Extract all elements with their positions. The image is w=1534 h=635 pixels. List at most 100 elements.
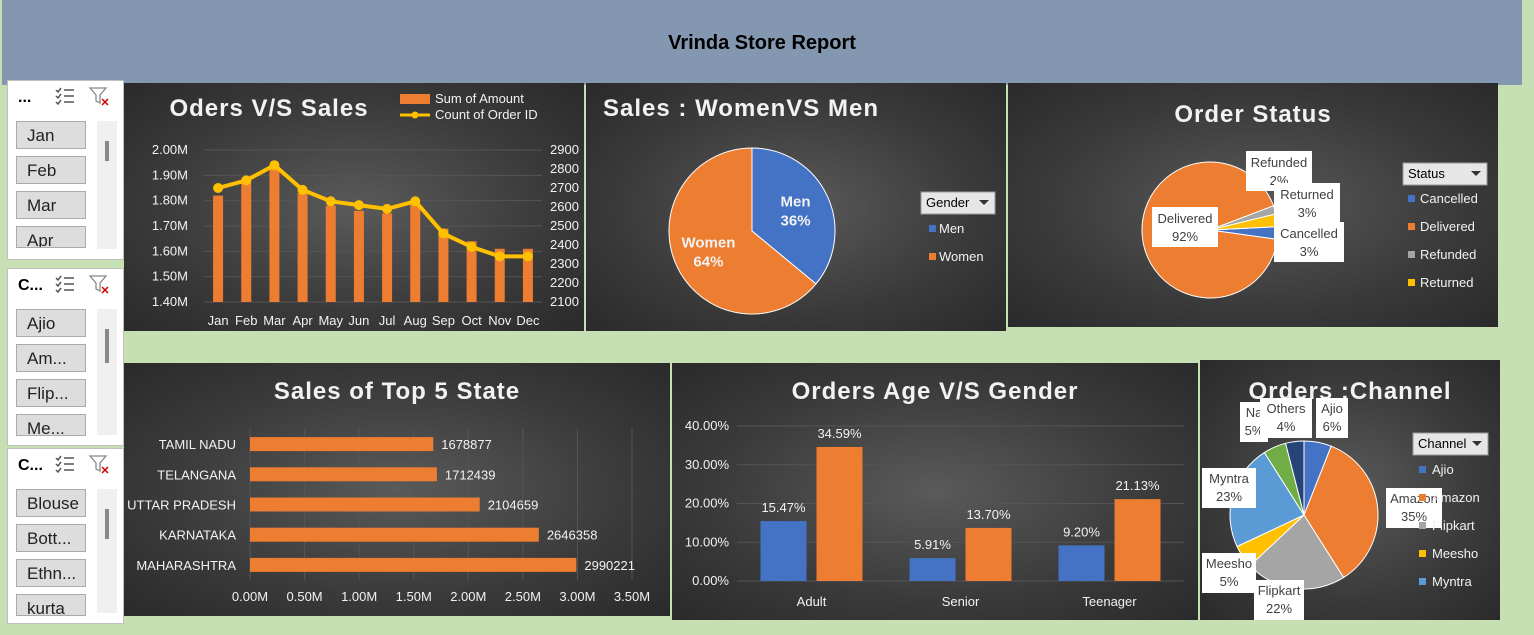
chart-top-states: Sales of Top 5 State 0.00M 0.50M 1.00M 1.50…: [124, 363, 670, 616]
y-tick-label: 1.60M: [152, 243, 188, 258]
x-tick-label: Teenager: [1082, 594, 1137, 609]
clear-filter-icon[interactable]: [88, 85, 110, 107]
y2-tick-label: 2300: [550, 256, 579, 271]
point-order-count: [438, 228, 449, 239]
slice-name-label: Men: [781, 194, 811, 211]
y-tick-label: 10.00%: [685, 534, 730, 549]
bar-age-gender: [816, 446, 863, 581]
point-order-count: [522, 251, 533, 262]
data-label-box: [1386, 488, 1442, 528]
point-order-count: [269, 160, 280, 171]
x-tick-label: May: [318, 313, 343, 328]
x-tick-label: 1.00M: [341, 589, 377, 604]
slicer-scrollbar[interactable]: [97, 309, 117, 435]
bar-amount: [438, 228, 449, 302]
slicer-item-jan[interactable]: Jan: [16, 121, 86, 149]
slicer-item-ethnic[interactable]: Ethn...: [16, 559, 86, 587]
bar-state: [250, 467, 437, 482]
chart-title: Sales of Top 5 State: [273, 378, 521, 405]
slicer-title: C...: [18, 277, 43, 294]
slicer-scroll-thumb[interactable]: [105, 329, 109, 363]
slicer-item-blouse[interactable]: Blouse: [16, 489, 86, 517]
bar-value-label: 9.20%: [1063, 524, 1100, 539]
legend-label-women: Women: [939, 249, 984, 264]
slice-percent-label: 36%: [781, 213, 811, 230]
bar-amount: [382, 213, 393, 302]
bar-amount: [297, 193, 308, 302]
x-tick-label: 3.50M: [614, 589, 650, 604]
slicer-item-meesho[interactable]: Me...: [16, 414, 86, 436]
slicer-item-flipkart[interactable]: Flip...: [16, 379, 86, 407]
slicer-item-ajio[interactable]: Ajio: [16, 309, 86, 337]
slicer-channel[interactable]: C... Ajio Am... Flip... Me...: [7, 268, 124, 446]
slicer-item-apr[interactable]: Apr: [16, 226, 86, 248]
data-label-percent: 92%: [1172, 229, 1198, 244]
point-order-count: [410, 196, 421, 207]
data-label-percent: 4%: [1277, 419, 1296, 434]
legend-filter-button[interactable]: [1412, 432, 1489, 456]
legend-swatch-returned: [1408, 279, 1415, 286]
data-label-percent: 5%: [1245, 423, 1264, 438]
slice-men: [751, 147, 836, 285]
report-title: Vrinda Store Report: [668, 32, 856, 54]
legend-label-refunded: Refunded: [1420, 247, 1476, 262]
bar-value-label: 21.13%: [1115, 478, 1160, 493]
slicer-item-feb[interactable]: Feb: [16, 156, 86, 184]
y-tick-label: 40.00%: [685, 418, 730, 433]
x-tick-label: Feb: [235, 313, 257, 328]
slicer-item-mar[interactable]: Mar: [16, 191, 86, 219]
x-tick-label: Oct: [461, 313, 482, 328]
bar-value-label: 15.47%: [761, 500, 806, 515]
report-banner: Vrinda Store Report: [2, 0, 1522, 85]
y2-tick-label: 2400: [550, 237, 579, 252]
slicer-scroll-thumb[interactable]: [105, 509, 109, 539]
slicer-item-kurta[interactable]: kurta: [16, 594, 86, 616]
y-tick-label: 1.90M: [152, 167, 188, 182]
slicer-header: ...: [8, 81, 123, 111]
legend-filter-button[interactable]: [1402, 162, 1488, 186]
multi-select-icon[interactable]: [54, 273, 76, 295]
x-tick-label: 0.50M: [287, 589, 323, 604]
slicer-scroll-thumb[interactable]: [105, 141, 109, 161]
point-order-count: [466, 241, 477, 252]
clear-filter-icon[interactable]: [88, 273, 110, 295]
legend-swatch-flipkart: [1419, 522, 1426, 529]
slicer-scrollbar[interactable]: [97, 121, 117, 249]
x-tick-label: Apr: [292, 313, 313, 328]
point-order-count: [213, 183, 224, 193]
y-tick-label: 30.00%: [685, 457, 730, 472]
y-tick-label: 20.00%: [685, 496, 730, 511]
multi-select-icon[interactable]: [54, 453, 76, 475]
chart-title: Orders Age V/S Gender: [791, 378, 1079, 405]
data-label-box: [1202, 553, 1256, 593]
slicer-month[interactable]: ... Jan Feb Mar Apr: [7, 80, 124, 260]
slicer-category[interactable]: C... Blouse Bott... Ethn... kurta: [7, 448, 124, 624]
slicer-item-bottom[interactable]: Bott...: [16, 524, 86, 552]
data-label-name: Meesho: [1206, 556, 1252, 571]
slicer-header: C...: [8, 269, 123, 299]
slicer-item-amazon[interactable]: Am...: [16, 344, 86, 372]
data-label-box: [1274, 183, 1340, 223]
point-order-count: [353, 200, 364, 211]
slice-others: [1284, 440, 1305, 516]
legend-label-delivered: Delivered: [1420, 219, 1475, 234]
slicer-title: ...: [18, 89, 32, 106]
data-label-box: [1260, 398, 1312, 438]
y2-tick-label: 2500: [550, 218, 579, 233]
bar-value-label: 1712439: [445, 467, 496, 482]
data-label-name: Cancelled: [1280, 226, 1338, 241]
multi-select-icon[interactable]: [54, 85, 76, 107]
clear-filter-icon[interactable]: [88, 453, 110, 475]
x-tick-label: Jul: [379, 313, 396, 328]
y-tick-label: 1.50M: [152, 269, 188, 284]
dropdown-arrow-icon: [1471, 171, 1481, 176]
legend-filter-button[interactable]: [920, 191, 996, 215]
legend-swatch-cancelled: [1408, 195, 1415, 202]
slicer-scrollbar[interactable]: [97, 489, 117, 613]
chart-sales-gender-plot: Men 36% Women 64% Gender Men Women: [668, 147, 996, 315]
x-tick-label: Jun: [348, 313, 369, 328]
data-label-box: [1316, 398, 1348, 438]
point-order-count: [325, 196, 336, 207]
data-label-name: Myntra: [1209, 471, 1250, 486]
legend-label-meesho: Meesho: [1432, 546, 1478, 561]
